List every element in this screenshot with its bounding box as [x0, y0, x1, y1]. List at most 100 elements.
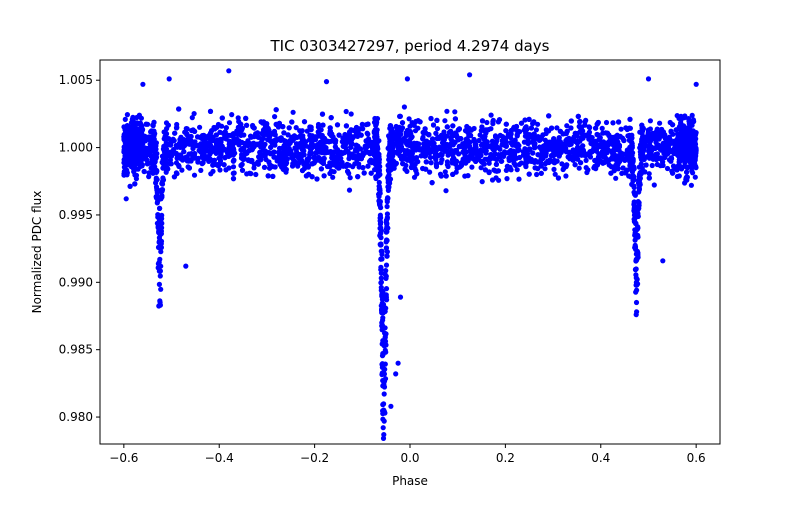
data-point	[313, 143, 320, 149]
data-point	[324, 163, 331, 170]
data-point	[265, 173, 271, 179]
data-point	[528, 156, 535, 163]
data-point	[247, 158, 254, 164]
data-point	[239, 167, 246, 173]
data-point	[288, 148, 294, 154]
data-point	[122, 137, 129, 143]
data-point	[238, 132, 244, 138]
data-point	[452, 116, 458, 122]
data-point	[636, 205, 642, 211]
data-point	[364, 130, 370, 136]
data-point	[360, 165, 366, 171]
data-point	[511, 160, 517, 166]
data-point	[377, 200, 383, 206]
data-point	[176, 163, 182, 169]
data-point	[210, 168, 216, 174]
data-point	[493, 134, 499, 140]
data-point	[384, 220, 390, 227]
data-point	[140, 81, 146, 87]
data-point	[674, 173, 681, 180]
data-point	[428, 115, 434, 122]
data-point	[549, 125, 555, 131]
data-point	[482, 140, 488, 146]
data-point	[348, 144, 354, 150]
data-point	[308, 141, 315, 147]
data-point	[589, 149, 595, 155]
data-point	[253, 171, 259, 178]
data-point	[328, 149, 334, 155]
data-point	[450, 123, 456, 129]
data-point	[243, 115, 249, 121]
y-tick-label: 1.000	[59, 141, 93, 155]
data-point	[473, 144, 479, 151]
data-point	[633, 258, 639, 264]
data-point	[422, 126, 428, 132]
data-point	[427, 169, 433, 175]
data-point	[139, 140, 145, 146]
data-point	[393, 371, 399, 377]
data-point	[682, 138, 688, 144]
data-point	[447, 143, 453, 149]
data-point	[249, 147, 255, 153]
data-point	[660, 159, 666, 165]
data-point	[217, 167, 223, 173]
data-points	[121, 68, 699, 441]
data-point	[452, 109, 458, 115]
data-point	[602, 147, 608, 153]
data-point	[347, 139, 354, 145]
data-point	[441, 142, 447, 148]
data-point	[570, 157, 576, 163]
data-point	[423, 139, 429, 145]
y-axis: 0.980 0.985 0.990 0.995 1.000 1.005	[59, 73, 100, 424]
data-point	[688, 130, 694, 136]
data-point	[226, 68, 232, 74]
data-point	[595, 142, 601, 148]
data-point	[443, 188, 449, 194]
data-point	[387, 141, 393, 147]
data-point	[292, 145, 298, 151]
data-point	[304, 128, 310, 134]
data-point	[508, 135, 514, 141]
data-point	[483, 128, 489, 134]
data-point	[384, 203, 390, 210]
data-point	[314, 176, 320, 182]
y-axis-label: Normalized PDC flux	[30, 191, 44, 314]
data-point	[254, 141, 260, 147]
data-point	[374, 131, 380, 138]
data-point	[217, 158, 224, 164]
data-point	[156, 259, 162, 265]
data-point	[677, 150, 683, 156]
data-point	[693, 131, 699, 137]
data-point	[516, 129, 522, 135]
data-point	[320, 160, 326, 166]
data-point	[272, 142, 278, 148]
data-point	[690, 164, 696, 170]
data-point	[684, 169, 690, 175]
data-point	[161, 161, 167, 167]
data-point	[281, 130, 287, 136]
data-point	[580, 147, 586, 153]
data-point	[150, 153, 157, 159]
data-point	[686, 149, 692, 155]
data-point	[219, 115, 225, 121]
data-point	[657, 120, 663, 126]
data-point	[286, 140, 292, 146]
data-point	[272, 114, 278, 120]
data-point	[408, 134, 414, 140]
data-point	[353, 132, 359, 138]
data-point	[458, 136, 464, 142]
data-point	[654, 161, 660, 168]
data-point	[531, 139, 537, 145]
data-point	[484, 156, 490, 162]
data-point	[363, 149, 369, 155]
data-point	[547, 157, 553, 163]
data-point	[382, 366, 388, 372]
data-point	[134, 134, 140, 140]
data-point	[408, 164, 414, 171]
data-point	[510, 139, 516, 145]
data-point	[158, 286, 164, 292]
data-point	[627, 125, 634, 131]
data-point	[411, 156, 417, 162]
data-point	[378, 275, 384, 281]
data-point	[533, 127, 540, 133]
